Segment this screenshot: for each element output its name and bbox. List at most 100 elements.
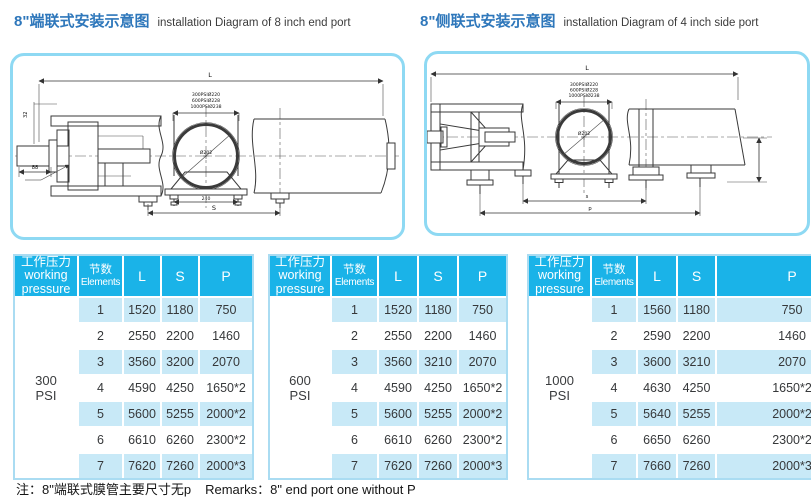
value-cell: 2590 — [638, 324, 676, 348]
element-count-cell: 2 — [592, 324, 636, 348]
header-elements: 节数 Elements — [79, 256, 122, 296]
psi-diameter-300: 300PSIØ220 — [192, 91, 220, 98]
psi-diameter-600: 600PSIØ228 — [570, 87, 598, 94]
value-cell: 6610 — [124, 428, 160, 452]
value-cell: 2300*2 — [717, 428, 811, 452]
element-count-cell: 6 — [592, 428, 636, 452]
overall-length-dimension: L — [430, 64, 739, 102]
shell-diameter-label: Ø202 — [200, 149, 212, 156]
header-working-pressure: 工作压力 working pressure — [270, 255, 330, 296]
element-count-cell: 4 — [332, 376, 377, 400]
pressure-value-600psi: 600 PSI — [270, 298, 330, 478]
value-cell: 3210 — [678, 350, 715, 374]
value-cell: 6650 — [638, 428, 676, 452]
element-count-cell: 3 — [79, 350, 122, 374]
header-col-L: L — [124, 256, 160, 296]
value-cell: 2000*3 — [459, 454, 506, 478]
element-count-cell: 2 — [332, 324, 377, 348]
value-cell: 1520 — [379, 298, 417, 322]
element-count-cell: 6 — [79, 428, 122, 452]
value-cell: 5255 — [162, 402, 198, 426]
header-elements: 节数 Elements — [332, 256, 377, 296]
pressure-value-300psi: 300 PSI — [15, 298, 77, 478]
value-cell: 4250 — [162, 376, 198, 400]
title-left-en: installation Diagram of 8 inch end port — [157, 17, 351, 29]
psi-diameter-600: 600PSIØ228 — [192, 97, 220, 104]
value-cell: 2300*2 — [200, 428, 252, 452]
pressure-table-300psi: 工作压力 working pressure 节数 Elements L S P … — [13, 254, 254, 480]
dim-label-S: S — [212, 204, 216, 212]
value-cell: 4590 — [379, 376, 417, 400]
header-working-pressure: 工作压力 working pressure — [15, 255, 77, 296]
header-col-S: S — [162, 256, 198, 296]
title-right-en: installation Diagram of 4 inch side port — [563, 17, 759, 29]
side-port-drawing: L — [427, 64, 772, 216]
value-cell: 1180 — [678, 298, 715, 322]
value-cell: 3600 — [638, 350, 676, 374]
header-elements: 节数 Elements — [592, 256, 636, 296]
value-cell: 7260 — [419, 454, 457, 478]
footer-note-en: Remarks：8" end port one without P — [205, 482, 416, 497]
value-cell: 1650*2 — [459, 376, 506, 400]
value-cell: 750 — [200, 298, 252, 322]
value-cell: 2550 — [124, 324, 160, 348]
value-cell: 1650*2 — [200, 376, 252, 400]
right-pipe — [626, 108, 746, 188]
installation-diagram-end-port: L 32 — [10, 53, 405, 240]
psi-diameter-1000: 1000PSIØ238 — [190, 103, 221, 110]
value-cell: 1180 — [419, 298, 457, 322]
saddle-support: 240 — [164, 171, 248, 206]
value-cell: 5255 — [678, 402, 715, 426]
value-cell: 2070 — [717, 350, 811, 374]
element-count-cell: 4 — [592, 376, 636, 400]
value-cell: 1460 — [459, 324, 506, 348]
dim-label-32: 32 — [23, 111, 29, 118]
element-count-cell: 7 — [592, 454, 636, 478]
value-cell: 4250 — [419, 376, 457, 400]
header-working-pressure: 工作压力 working pressure — [529, 255, 590, 296]
value-cell: 2200 — [419, 324, 457, 348]
psi-diameter-1000: 1000PSIØ238 — [568, 92, 599, 99]
element-count-cell: 5 — [79, 402, 122, 426]
value-cell: 6610 — [379, 428, 417, 452]
header-col-L: L — [379, 256, 417, 296]
footer-note: 注：8"端联式膜管主要尺寸无p Remarks：8" end port one … — [16, 479, 416, 498]
pressure-table-600psi: 工作压力 working pressure 节数 Elements L S P … — [268, 254, 508, 480]
element-count-cell: 5 — [332, 402, 377, 426]
value-cell: 6260 — [678, 428, 715, 452]
value-cell: 2000*3 — [200, 454, 252, 478]
value-cell: 1460 — [200, 324, 252, 348]
value-cell: 7620 — [124, 454, 160, 478]
title-right-zh: 8"侧联式安装示意图 — [420, 13, 556, 30]
support-span-dimensions: s p — [479, 184, 701, 216]
value-cell: 3560 — [379, 350, 417, 374]
element-count-cell: 1 — [332, 298, 377, 322]
shell-diameter-label: Ø202 — [578, 130, 590, 137]
value-cell: 4250 — [678, 376, 715, 400]
footer-note-zh: 注：8"端联式膜管主要尺寸无p — [16, 482, 192, 497]
value-cell: 750 — [717, 298, 811, 322]
installation-diagram-side-port: L — [424, 51, 810, 236]
value-cell: 5600 — [124, 402, 160, 426]
element-count-cell: 4 — [79, 376, 122, 400]
port-height-dimension — [727, 137, 767, 183]
value-cell: 2000*2 — [717, 402, 811, 426]
header-col-P: P — [200, 256, 252, 296]
value-cell: 1520 — [124, 298, 160, 322]
value-cell: 3210 — [419, 350, 457, 374]
support-span-dimension: S — [147, 204, 281, 216]
pressure-value-1000psi: 1000 PSI — [529, 298, 590, 478]
value-cell: 5600 — [379, 402, 417, 426]
element-count-cell: 6 — [332, 428, 377, 452]
value-cell: 5255 — [419, 402, 457, 426]
end-port-drawing: L 32 — [15, 71, 399, 216]
small-dimensions: 32 88 — [18, 102, 57, 177]
value-cell: 2000*3 — [717, 454, 811, 478]
element-count-cell: 1 — [592, 298, 636, 322]
saddle-support — [550, 159, 618, 188]
value-cell: 4630 — [638, 376, 676, 400]
element-count-cell: 1 — [79, 298, 122, 322]
value-cell: 7260 — [678, 454, 715, 478]
dim-label-L: L — [208, 71, 212, 79]
